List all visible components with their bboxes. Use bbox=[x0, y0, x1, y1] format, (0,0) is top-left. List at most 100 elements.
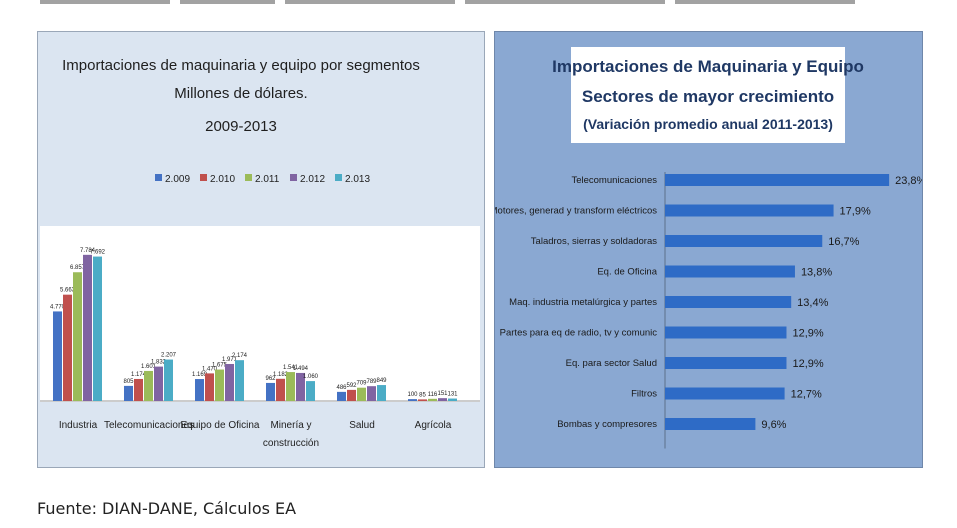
bar bbox=[225, 363, 234, 401]
bar bbox=[306, 381, 315, 401]
segments-chart-panel: Importaciones de maquinaria y equipo por… bbox=[37, 31, 485, 468]
bar bbox=[665, 235, 823, 247]
data-label: 1.541 bbox=[283, 365, 299, 371]
data-label: 2.174 bbox=[232, 353, 248, 359]
legend-label: 2.010 bbox=[210, 174, 235, 185]
cropped-text-line bbox=[0, 0, 957, 10]
data-label: 1.675 bbox=[212, 363, 228, 369]
category-label: Bombas y compresores bbox=[557, 419, 657, 430]
category-label: Eq. de Oficina bbox=[597, 267, 657, 278]
data-label: 6.857 bbox=[70, 265, 86, 271]
bar bbox=[286, 372, 295, 401]
bar bbox=[665, 418, 756, 430]
category-label: Telecomunicaciones bbox=[104, 420, 194, 431]
data-label: 85 bbox=[419, 392, 426, 398]
category-label: Partes para eq de radio, tv y comunic bbox=[500, 328, 658, 339]
data-label: 4.770 bbox=[50, 304, 66, 310]
legend-label: 2.011 bbox=[255, 174, 280, 185]
data-label: 16,7% bbox=[828, 236, 859, 248]
bar bbox=[428, 398, 437, 401]
bar bbox=[276, 378, 285, 401]
bar bbox=[134, 378, 143, 401]
data-label: 962 bbox=[265, 376, 276, 382]
bar bbox=[347, 389, 356, 401]
bar bbox=[93, 256, 102, 401]
legend-label: 2.012 bbox=[300, 174, 325, 185]
data-label: 7.784 bbox=[80, 248, 96, 254]
bar bbox=[83, 254, 92, 401]
bar bbox=[266, 382, 275, 401]
category-label: Taladros, sierras y soldadoras bbox=[531, 236, 657, 247]
data-label: 13,4% bbox=[797, 297, 828, 309]
growth-chart-panel: Importaciones de Maquinaria y Equipo Sect… bbox=[490, 31, 927, 468]
chart-title-line: Importaciones de maquinaria y equipo por… bbox=[62, 57, 420, 74]
data-label: 1.601 bbox=[141, 364, 157, 370]
category-label: construcción bbox=[263, 438, 319, 449]
bar bbox=[73, 272, 82, 401]
bar bbox=[357, 387, 366, 401]
category-label: Eq. para sector Salud bbox=[566, 358, 657, 369]
bar bbox=[665, 357, 787, 369]
bar bbox=[63, 294, 72, 401]
bar bbox=[665, 387, 785, 400]
chart-title-line: (Variación promedio anual 2011-2013) bbox=[583, 116, 833, 132]
legend-swatch bbox=[200, 174, 207, 181]
data-label: 2.207 bbox=[161, 353, 177, 359]
data-label: 13,8% bbox=[801, 267, 832, 279]
data-label: 1.169 bbox=[192, 372, 208, 378]
data-label: 151 bbox=[437, 391, 448, 397]
data-label: 1.494 bbox=[293, 366, 309, 372]
data-label: 709 bbox=[356, 381, 367, 387]
source-note: Fuente: DIAN-DANE, Cálculos EA bbox=[37, 499, 297, 518]
data-label: 131 bbox=[447, 392, 458, 398]
bar bbox=[215, 369, 224, 401]
legend-swatch bbox=[290, 174, 297, 181]
chart-title-line: Millones de dólares. bbox=[174, 85, 307, 102]
bar bbox=[408, 399, 417, 401]
category-label: Equipo de Oficina bbox=[181, 420, 260, 431]
legend-label: 2.013 bbox=[345, 174, 370, 185]
data-label: 100 bbox=[407, 392, 418, 398]
category-label: Salud bbox=[349, 420, 375, 431]
chart-title-line: 2009-2013 bbox=[205, 118, 277, 135]
category-label: Industria bbox=[59, 420, 98, 431]
segments-bar-chart: Importaciones de maquinaria y equipo por… bbox=[40, 57, 480, 449]
bar bbox=[205, 373, 214, 401]
bar bbox=[144, 370, 153, 401]
bar bbox=[124, 385, 133, 401]
chart-title-line: Importaciones de Maquinaria y Equipo bbox=[552, 57, 864, 76]
data-label: 12,7% bbox=[791, 389, 822, 401]
bar bbox=[418, 399, 427, 401]
data-label: 9,6% bbox=[761, 419, 786, 431]
bar bbox=[665, 204, 834, 217]
data-label: 17,9% bbox=[840, 206, 871, 218]
data-label: 12,9% bbox=[792, 358, 823, 370]
plot-area bbox=[40, 226, 480, 402]
data-label: 486 bbox=[336, 385, 347, 391]
data-label: 5.663 bbox=[60, 288, 76, 294]
category-label: Telecomunicaciones bbox=[571, 175, 657, 186]
data-label: 789 bbox=[366, 379, 377, 385]
title-box bbox=[571, 47, 845, 143]
bar bbox=[448, 398, 457, 401]
bar bbox=[337, 391, 346, 401]
chart-title-line: Sectores de mayor crecimiento bbox=[582, 87, 834, 106]
bar bbox=[665, 265, 795, 278]
bar bbox=[665, 326, 787, 339]
data-label: 805 bbox=[123, 379, 134, 385]
bar bbox=[53, 311, 62, 401]
data-label: 1.060 bbox=[303, 374, 319, 380]
data-label: 116 bbox=[428, 392, 438, 398]
bar bbox=[195, 379, 204, 401]
bar bbox=[164, 359, 173, 401]
data-label: 1.971 bbox=[222, 357, 238, 363]
category-label: Filtros bbox=[631, 389, 657, 400]
data-label: 1.470 bbox=[202, 366, 218, 372]
data-label: 1.174 bbox=[131, 372, 147, 378]
data-label: 1.182 bbox=[273, 372, 289, 378]
data-label: 12,9% bbox=[792, 328, 823, 340]
data-label: 849 bbox=[376, 378, 387, 384]
bar bbox=[154, 366, 163, 401]
bar bbox=[665, 296, 792, 308]
category-label: Motores, generad y transform eléctricos bbox=[495, 206, 657, 217]
